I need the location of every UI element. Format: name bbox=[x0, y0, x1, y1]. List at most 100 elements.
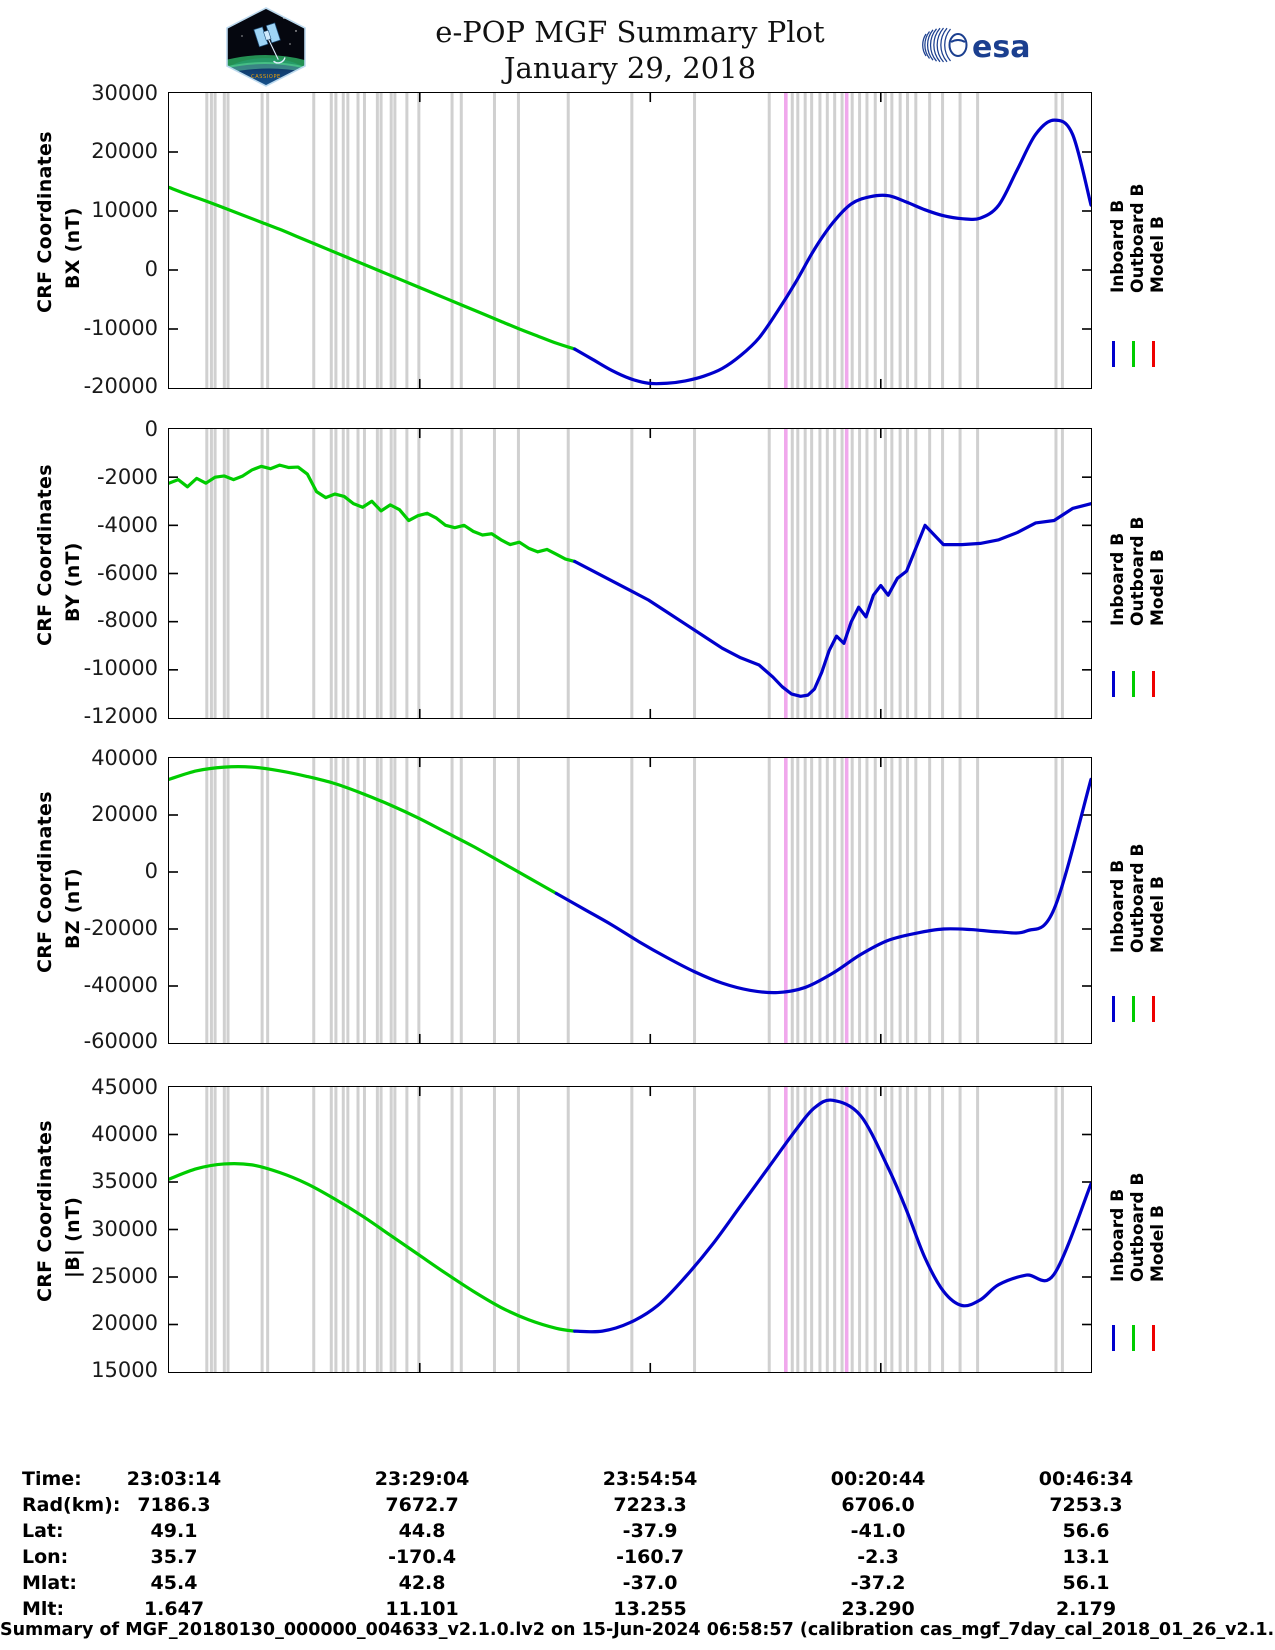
table-cell-time: 23:29:04 bbox=[374, 1468, 470, 1490]
legend-swatch-outboard-b bbox=[1132, 1325, 1135, 1351]
legend-label-outboard-b: Outboard B bbox=[1128, 1172, 1148, 1282]
legend-label-inboard-b: Inboard B bbox=[1108, 199, 1128, 293]
y-tick-label-bmag: 25000 bbox=[91, 1263, 158, 1288]
table-row-label-mlat: Mlat: bbox=[22, 1572, 77, 1594]
legend-label-outboard-b: Outboard B bbox=[1128, 183, 1148, 293]
parameter-table: Time: 23:03:14 23:29:04 23:54:54 00:20:44 00:… bbox=[0, 1468, 1275, 1624]
table-cell-lon: -2.3 bbox=[857, 1546, 899, 1568]
table-cell-rad: 7253.3 bbox=[1049, 1494, 1123, 1516]
y-tick-label-bmag: 15000 bbox=[91, 1358, 158, 1383]
y-axis-title-bmag: |B| (nT) bbox=[62, 1196, 84, 1278]
footer-caption: Summary of MGF_20180130_000000_004633_v2… bbox=[0, 1620, 1275, 1640]
y-tick-label-bx: 20000 bbox=[91, 139, 158, 164]
y-axis-title-bz: BZ (nT) bbox=[62, 867, 84, 949]
y-tick-label-bmag: 40000 bbox=[91, 1121, 158, 1146]
table-row-label-lat: Lat: bbox=[22, 1520, 64, 1542]
table-cell-lon: 13.1 bbox=[1062, 1546, 1110, 1568]
table-cell-lat: -37.9 bbox=[622, 1520, 678, 1542]
legend-swatch-inboard-b bbox=[1112, 341, 1115, 367]
page-title: e-POP MGF Summary Plot January 29, 2018 bbox=[340, 14, 920, 86]
table-row: Mlt: 1.647 11.101 13.255 23.290 2.179 bbox=[0, 1598, 1275, 1624]
table-row-label-mlt: Mlt: bbox=[22, 1598, 65, 1620]
legend-swatch-inboard-b bbox=[1112, 1325, 1115, 1351]
table-cell-lat: 56.6 bbox=[1062, 1520, 1110, 1542]
table-cell-rad: 6706.0 bbox=[841, 1494, 915, 1516]
esa-logo-icon: esa bbox=[920, 22, 1050, 68]
legend-swatch-outboard-b bbox=[1132, 996, 1135, 1022]
y-tick-label-bz: 40000 bbox=[91, 745, 158, 770]
legend-label-inboard-b: Inboard B bbox=[1108, 859, 1128, 953]
table-cell-mlat: 42.8 bbox=[398, 1572, 446, 1594]
table-row-label-time: Time: bbox=[22, 1468, 82, 1490]
table-cell-lat: 49.1 bbox=[150, 1520, 198, 1542]
y-tick-label-bz: -60000 bbox=[83, 1029, 158, 1054]
y-tick-label-bmag: 35000 bbox=[91, 1169, 158, 1194]
table-row: Time: 23:03:14 23:29:04 23:54:54 00:20:44 00:… bbox=[0, 1468, 1275, 1494]
table-row: Rad(km): 7186.3 7672.7 7223.3 6706.0 7253.3 bbox=[0, 1494, 1275, 1520]
table-row-label-lon: Lon: bbox=[22, 1546, 69, 1568]
legend-swatch-model-b bbox=[1152, 341, 1155, 367]
y-tick-label-bx: 30000 bbox=[91, 80, 158, 105]
y-axis-title-coord-bx: CRF Coordinates bbox=[34, 130, 56, 313]
table-cell-mlt: 13.255 bbox=[613, 1598, 687, 1620]
plot-panel-bmag bbox=[168, 1086, 1092, 1373]
y-tick-label-bmag: 20000 bbox=[91, 1311, 158, 1336]
legend-swatch-model-b bbox=[1152, 996, 1155, 1022]
legend-label-outboard-b: Outboard B bbox=[1128, 516, 1148, 626]
table-cell-mlat: -37.2 bbox=[850, 1572, 906, 1594]
legend-label-outboard-b: Outboard B bbox=[1128, 843, 1148, 953]
y-tick-label-by: -10000 bbox=[83, 656, 158, 681]
legend-swatch-inboard-b bbox=[1112, 996, 1115, 1022]
legend-label-inboard-b: Inboard B bbox=[1108, 1188, 1128, 1282]
y-tick-label-bmag: 30000 bbox=[91, 1216, 158, 1241]
y-axis-title-coord-bmag: CRF Coordinates bbox=[34, 1119, 56, 1302]
table-cell-mlt: 23.290 bbox=[841, 1598, 915, 1620]
y-tick-label-by: 0 bbox=[144, 416, 158, 441]
y-axis-title-coord-by: CRF Coordinates bbox=[34, 463, 56, 646]
legend-label-model-b: Model B bbox=[1148, 215, 1168, 293]
table-cell-time: 23:54:54 bbox=[602, 1468, 698, 1490]
table-cell-rad: 7186.3 bbox=[137, 1494, 211, 1516]
table-cell-mlt: 1.647 bbox=[143, 1598, 205, 1620]
y-tick-label-bz: -40000 bbox=[83, 972, 158, 997]
y-axis-title-coord-bz: CRF Coordinates bbox=[34, 790, 56, 973]
table-cell-lat: -41.0 bbox=[850, 1520, 906, 1542]
y-axis-title-bx: BX (nT) bbox=[62, 206, 84, 289]
epop-mission-logo-icon: CASSIOPE bbox=[222, 6, 310, 88]
legend-label-model-b: Model B bbox=[1148, 1204, 1168, 1282]
table-row: Lon: 35.7 -170.4 -160.7 -2.3 13.1 bbox=[0, 1546, 1275, 1572]
table-cell-mlat: 56.1 bbox=[1062, 1572, 1110, 1594]
legend-label-inboard-b: Inboard B bbox=[1108, 532, 1128, 626]
table-cell-mlat: 45.4 bbox=[150, 1572, 198, 1594]
y-tick-label-by: -6000 bbox=[96, 560, 158, 585]
table-cell-lon: 35.7 bbox=[150, 1546, 198, 1568]
y-tick-label-bmag: 45000 bbox=[91, 1074, 158, 1099]
legend-swatch-model-b bbox=[1152, 671, 1155, 697]
legend-swatch-outboard-b bbox=[1132, 671, 1135, 697]
legend-label-model-b: Model B bbox=[1148, 875, 1168, 953]
table-cell-time: 00:20:44 bbox=[830, 1468, 926, 1490]
table-cell-lon: -160.7 bbox=[616, 1546, 685, 1568]
table-cell-mlt: 2.179 bbox=[1055, 1598, 1117, 1620]
title-line-1: e-POP MGF Summary Plot bbox=[435, 15, 825, 49]
table-cell-time: 00:46:34 bbox=[1038, 1468, 1134, 1490]
page-header: CASSIOPE e-POP MGF Summary Plot January … bbox=[0, 0, 1275, 90]
table-row: Mlat: 45.4 42.8 -37.0 -37.2 56.1 bbox=[0, 1572, 1275, 1598]
svg-text:CASSIOPE: CASSIOPE bbox=[251, 74, 281, 80]
table-cell-lon: -170.4 bbox=[388, 1546, 457, 1568]
y-tick-label-bz: -20000 bbox=[83, 915, 158, 940]
y-tick-label-bx: 10000 bbox=[91, 198, 158, 223]
y-tick-label-bz: 20000 bbox=[91, 802, 158, 827]
y-tick-label-bx: -20000 bbox=[83, 374, 158, 399]
table-row-label-rad: Rad(km): bbox=[22, 1494, 121, 1516]
table-cell-mlt: 11.101 bbox=[385, 1598, 459, 1620]
title-line-2: January 29, 2018 bbox=[503, 51, 757, 85]
legend-label-model-b: Model B bbox=[1148, 548, 1168, 626]
legend-swatch-model-b bbox=[1152, 1325, 1155, 1351]
y-axis-title-by: BY (nT) bbox=[62, 541, 84, 622]
y-tick-label-by: -4000 bbox=[96, 512, 158, 537]
table-row: Lat: 49.1 44.8 -37.9 -41.0 56.6 bbox=[0, 1520, 1275, 1546]
y-tick-label-by: -12000 bbox=[83, 704, 158, 729]
table-cell-lat: 44.8 bbox=[398, 1520, 446, 1542]
plot-panel-bx bbox=[168, 92, 1092, 389]
